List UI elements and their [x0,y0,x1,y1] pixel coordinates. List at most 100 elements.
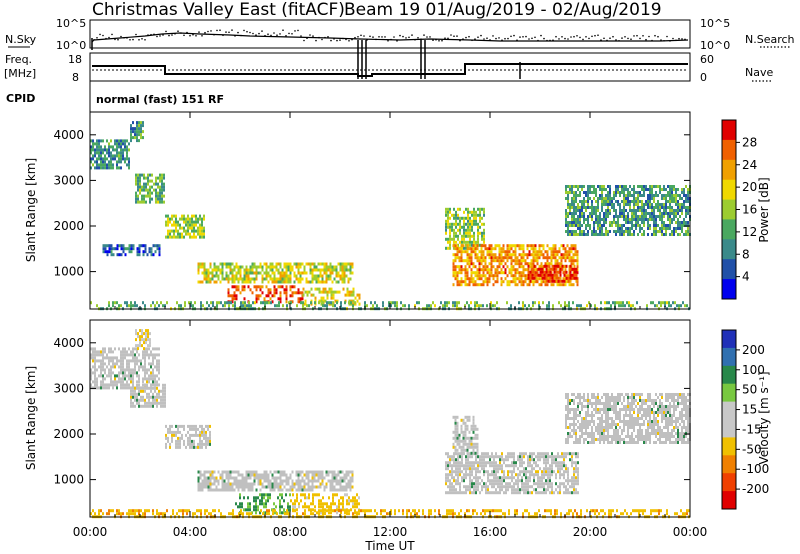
power-cell [583,212,585,215]
vel-cell [205,439,207,443]
power-cell [617,221,619,224]
power-cell [147,188,149,192]
power-cell [587,203,589,206]
power-cell [255,285,258,289]
vel-cell [167,427,169,431]
n-search-dot [678,37,680,40]
power-cell [532,262,535,266]
vel-cell [333,473,336,477]
vel-cell [138,512,140,516]
power-cell [212,301,214,305]
vel-cell [249,502,251,506]
power-cell [621,224,623,227]
power-cell [233,291,236,295]
vel-cell [656,509,658,513]
power-cell [618,301,620,305]
vel-cell [152,368,154,372]
power-cell [229,268,232,272]
power-cell [277,297,280,301]
power-cell [480,253,483,257]
power-cell [599,227,601,230]
power-cell [159,191,161,195]
vel-cell [247,505,249,509]
n-search-dot [501,39,503,41]
power-cell [554,256,557,260]
power-cell [614,304,616,308]
power-cell [571,224,573,227]
power-cell [352,299,355,303]
power-cell [465,216,467,220]
vel-cell [114,374,116,378]
power-cell [110,250,113,254]
power-cell [540,253,543,257]
power-cell [583,203,585,206]
power-cell [672,301,674,305]
power-cell [577,218,579,221]
vel-cell [132,371,134,375]
power-cell [563,279,566,283]
power-cell [531,273,534,277]
vel-cell [130,371,132,375]
power-cell [573,191,575,194]
power-cell [90,148,92,152]
power-cell [673,209,675,212]
vel-cell [688,509,690,513]
vel-cell [175,439,177,443]
n-search-dot [525,35,527,38]
power-cell [633,185,635,188]
vel-cell [102,365,104,369]
vel-cell [206,509,208,513]
vel-cell [146,353,148,357]
power-cell [482,271,485,275]
power-cell [577,188,579,191]
power-cell [285,277,288,281]
n-search-dot [237,31,239,34]
power-cell [156,301,158,305]
n-search-dot [540,34,542,37]
vel-cell [158,353,160,357]
power-cell [476,301,478,305]
n-search-dot [480,34,482,37]
power-cell [476,274,479,278]
vel-cell [600,509,602,513]
vel-cell [205,433,207,437]
vel-cell [144,353,146,357]
vel-cell [474,509,476,513]
power-cell [341,271,344,275]
power-cell [90,145,92,149]
power-cell [550,253,553,257]
vel-cell [644,509,646,513]
power-cell [465,234,467,238]
power-cell [453,213,455,217]
power-cell [181,235,183,239]
vel-cell [281,493,283,497]
power-cell [585,224,587,227]
n-search-dot [228,31,230,34]
vel-cell [118,380,120,384]
vel-cell [207,436,209,440]
power-cell [552,244,555,248]
vel-cell [273,470,276,474]
vel-cell [225,470,228,474]
power-cell [587,194,589,197]
power-cell [472,280,475,284]
vel-cell [98,512,100,516]
power-cell [492,253,495,257]
power-cell [281,274,284,278]
power-cell [587,230,589,233]
power-cell [291,294,294,298]
vel-cell [307,488,310,492]
power-cell [255,274,258,278]
power-cell [110,154,112,158]
power-cell [546,253,549,257]
vel-cell [205,479,208,483]
power-cell [335,274,338,278]
power-cell [151,185,153,189]
power-cell [211,277,214,281]
vel-cell [570,509,572,513]
power-cell [455,222,457,226]
power-cell [251,271,254,275]
power-cell [313,268,316,272]
power-cell [675,203,677,206]
vel-cell [434,509,436,513]
